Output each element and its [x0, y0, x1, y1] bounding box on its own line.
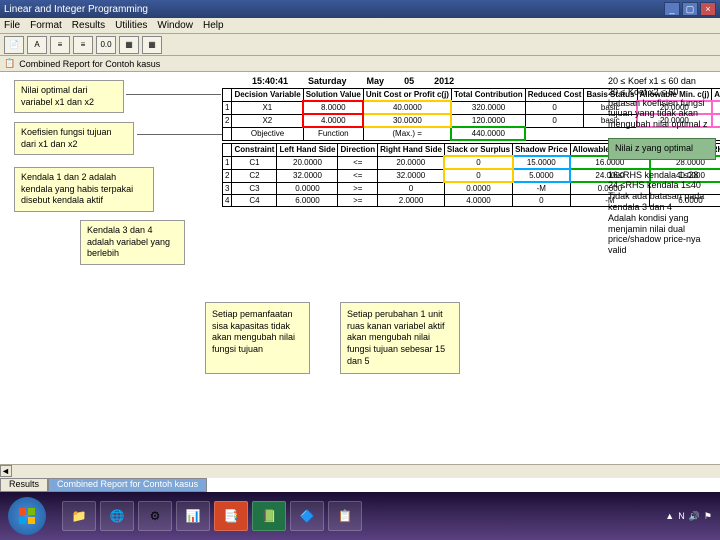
- bottom-annotations: Setiap pemanfaatan sisa kapasitas tidak …: [80, 302, 460, 374]
- window-title: Linear and Integer Programming: [4, 4, 148, 15]
- tray-lang[interactable]: N: [678, 511, 685, 521]
- th: Slack or Surplus: [444, 144, 512, 157]
- menu-utilities[interactable]: Utilities: [115, 20, 147, 31]
- th: Direction: [338, 144, 378, 157]
- scroll-left[interactable]: ◄: [0, 465, 12, 477]
- task-icons: 📁 🌐 ⚙ 📊 📑 📗 🔷 📋: [62, 501, 362, 531]
- subtitle-bar: 📋 Combined Report for Contoh kasus: [0, 56, 720, 72]
- task-icon[interactable]: 📋: [328, 501, 362, 531]
- year: 2012: [434, 76, 454, 86]
- task-icon[interactable]: 📑: [214, 501, 248, 531]
- callout-text: Nilai optimal dari variabel x1 dan x2: [21, 85, 94, 107]
- taskbar: 📁 🌐 ⚙ 📊 📑 📗 🔷 📋 ▲ N 🔊 ⚑: [0, 492, 720, 540]
- date: 05: [404, 76, 414, 86]
- tool-btn[interactable]: ≡: [73, 36, 93, 54]
- tool-btn[interactable]: ≡: [50, 36, 70, 54]
- menu-file[interactable]: File: [4, 20, 20, 31]
- tray-icon[interactable]: ⚑: [704, 511, 712, 522]
- th: Unit Cost or Profit c(j): [363, 89, 451, 102]
- note-koef-range: 20 ≤ Koef x1 ≤ 60 dan 20 ≤ Koef x2 ≤ 60 …: [608, 76, 716, 130]
- time: 15:40:41: [252, 76, 288, 86]
- day: Saturday: [308, 76, 347, 86]
- tool-btn[interactable]: A: [27, 36, 47, 54]
- tool-btn[interactable]: ▦: [119, 36, 139, 54]
- subtitle-text: Combined Report for Contoh kasus: [19, 59, 160, 69]
- tab-combined[interactable]: Combined Report for Contoh kasus: [48, 478, 207, 492]
- th: Solution Value: [303, 89, 363, 102]
- menubar: File Format Results Utilities Window Hel…: [0, 18, 720, 34]
- task-icon[interactable]: ⚙: [138, 501, 172, 531]
- right-notes: 20 ≤ Koef x1 ≤ 60 dan 20 ≤ Koef x2 ≤ 60 …: [608, 76, 716, 256]
- maximize-btn[interactable]: ▢: [682, 2, 698, 16]
- th: Right Hand Side: [378, 144, 445, 157]
- callout-optimal-z: Nilai z yang optimal: [608, 138, 716, 160]
- ann-text: Setiap perubahan 1 unit ruas kanan varia…: [347, 309, 445, 366]
- scrollbar[interactable]: ◄: [0, 464, 720, 478]
- menu-help[interactable]: Help: [203, 20, 224, 31]
- callout-kendala12: Kendala 1 dan 2 adalah kendala yang habi…: [14, 167, 154, 212]
- content-area: Nilai optimal dari variabel x1 dan x2 Ko…: [0, 72, 720, 462]
- callout-optimal-var: Nilai optimal dari variabel x1 dan x2: [14, 80, 124, 113]
- task-icon[interactable]: 🔷: [290, 501, 324, 531]
- window-controls: _ ▢ ×: [664, 2, 716, 16]
- start-button[interactable]: [8, 497, 46, 535]
- th: Left Hand Side: [277, 144, 338, 157]
- windows-icon: [17, 506, 37, 526]
- ann-text: Setiap pemanfaatan sisa kapasitas tidak …: [212, 309, 295, 354]
- tabs: Results Combined Report for Contoh kasus: [0, 478, 720, 492]
- tray-icon[interactable]: ▲: [665, 511, 674, 521]
- tool-btn[interactable]: 0.0: [96, 36, 116, 54]
- doc-icon: 📋: [4, 58, 15, 69]
- titlebar: Linear and Integer Programming _ ▢ ×: [0, 0, 720, 18]
- th: Constraint: [232, 144, 277, 157]
- th: Total Contribution: [451, 89, 525, 102]
- annotation-1: Setiap pemanfaatan sisa kapasitas tidak …: [205, 302, 310, 374]
- menu-format[interactable]: Format: [30, 20, 62, 31]
- menu-results[interactable]: Results: [72, 20, 105, 31]
- annotation-2: Setiap perubahan 1 unit ruas kanan varia…: [340, 302, 460, 374]
- report-area: 15:40:41 Saturday May 05 2012 Decision V…: [222, 76, 602, 207]
- minimize-btn[interactable]: _: [664, 2, 680, 16]
- tool-btn[interactable]: 📄: [4, 36, 24, 54]
- callout-text: Koefisien fungsi tujuan dari x1 dan x2: [21, 127, 112, 149]
- callout-kendala34: Kendala 3 dan 4 adalah variabel yang ber…: [80, 220, 185, 265]
- tray-icon[interactable]: 🔊: [689, 511, 700, 522]
- connector-line: [126, 94, 221, 95]
- task-icon[interactable]: 🌐: [100, 501, 134, 531]
- callout-koef: Koefisien fungsi tujuan dari x1 dan x2: [14, 122, 134, 155]
- connector-line: [137, 134, 222, 135]
- toolbar: 📄 A ≡ ≡ 0.0 ▦ ▦: [0, 34, 720, 56]
- task-icon[interactable]: 📊: [176, 501, 210, 531]
- th: Reduced Cost: [525, 89, 584, 102]
- menu-window[interactable]: Window: [157, 20, 193, 31]
- callout-text: Kendala 3 dan 4 adalah variabel yang ber…: [87, 225, 170, 258]
- task-icon[interactable]: 📁: [62, 501, 96, 531]
- th: Decision Variable: [232, 89, 303, 102]
- month: May: [367, 76, 385, 86]
- tab-results[interactable]: Results: [0, 478, 48, 492]
- report-datetime: 15:40:41 Saturday May 05 2012: [222, 76, 602, 86]
- task-icon[interactable]: 📗: [252, 501, 286, 531]
- system-tray: ▲ N 🔊 ⚑: [665, 511, 712, 522]
- close-btn[interactable]: ×: [700, 2, 716, 16]
- th: Shadow Price: [513, 144, 570, 157]
- note-rhs-range: 16≤RHS kendala 1≤28 24 ≤RHS kendala 1≤40…: [608, 170, 716, 256]
- tool-btn[interactable]: ▦: [142, 36, 162, 54]
- callout-text: Nilai z yang optimal: [615, 143, 693, 153]
- callout-text: Kendala 1 dan 2 adalah kendala yang habi…: [21, 172, 133, 205]
